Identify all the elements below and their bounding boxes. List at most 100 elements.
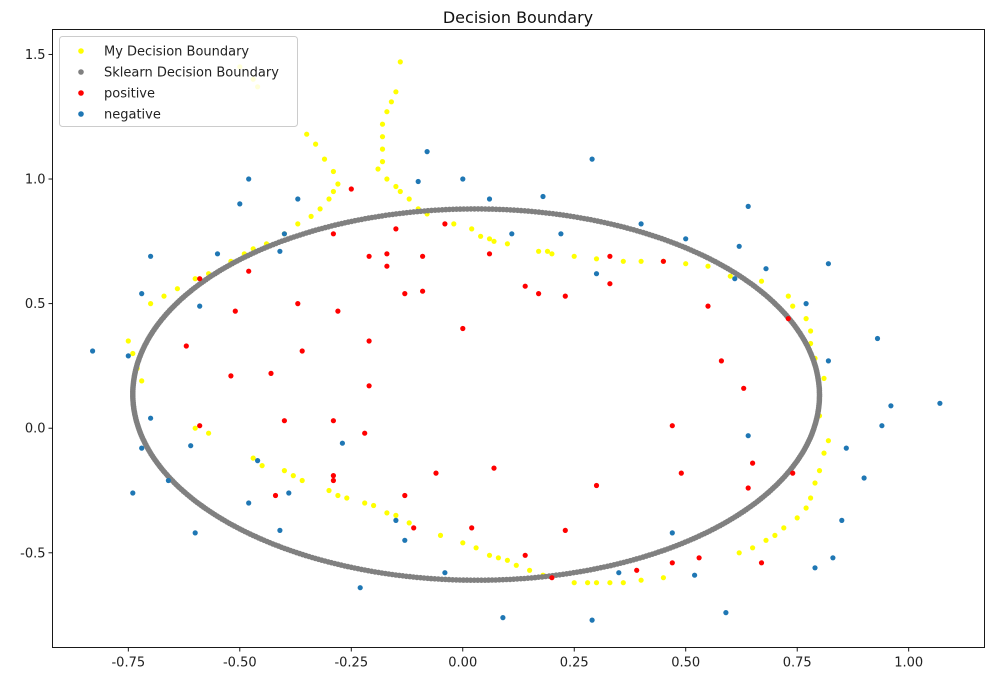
data-point [313,141,319,147]
data-point [344,495,350,501]
data-point [486,196,493,202]
data-point [607,253,613,259]
data-point [678,470,684,476]
data-point [317,206,323,212]
data-point [362,430,368,436]
data-point [384,510,390,516]
data-point [491,465,497,471]
data-point [491,238,497,244]
legend-box [59,36,298,127]
data-point [879,423,885,429]
y-tick-label: 1.5 [25,48,46,63]
data-point [504,557,510,563]
data-point [536,291,542,297]
data-point [228,373,234,379]
data-point [558,231,564,237]
data-point [281,418,287,424]
data-point [469,525,475,531]
data-point [246,500,252,506]
data-point [330,473,336,479]
data-point [607,580,613,586]
data-point [384,109,390,115]
data-point [723,610,729,616]
data-point [402,537,408,543]
data-point [272,492,279,499]
data-point [281,231,287,237]
data-point [379,121,386,127]
data-point [161,293,167,299]
data-point [727,273,733,279]
axes: -0.75 -0.50 -0.25 0.00 0.25 0.50 0.75 1.00 -0.5 0… [20,48,923,671]
data-point [669,423,675,429]
data-point [393,183,399,190]
data-point [816,468,823,474]
data-point [478,233,484,239]
data-point [536,248,542,254]
data-point [808,328,814,334]
data-point [812,565,818,571]
data-point [388,99,394,105]
data-point [839,517,845,524]
data-point [736,243,742,249]
data-point [937,400,943,406]
data-point [304,131,310,137]
data-point [736,550,742,556]
legend-marker [78,48,84,54]
data-point [393,89,399,95]
data-point [330,168,336,175]
data-point [509,231,515,237]
data-point [821,375,827,381]
data-point [571,580,577,586]
data-point [402,291,408,297]
data-point [638,258,644,264]
data-point [825,438,832,444]
data-point [843,445,849,451]
x-tick-label: -0.25 [334,656,368,671]
data-point [696,555,702,561]
data-point [197,276,203,282]
data-point [486,236,493,242]
data-point [803,301,809,307]
series-2 [183,186,796,581]
data-point [188,443,194,449]
data-point [424,149,430,155]
data-point [393,517,399,524]
data-point [522,552,528,558]
data-point [785,293,791,299]
y-tick-label: -0.5 [20,546,45,561]
data-point [384,176,390,182]
data-point [544,248,551,254]
data-point [660,258,667,264]
data-point [362,500,368,506]
data-point [442,570,448,576]
data-point [366,253,372,259]
data-point [669,530,675,536]
data-point [571,253,577,259]
data-point [397,188,403,195]
data-point [825,358,832,364]
data-point [683,236,689,242]
chart-title: Decision Boundary [443,8,593,27]
data-point [402,492,408,499]
data-point [397,59,403,65]
data-point [589,617,595,623]
data-point [669,560,675,566]
data-point [339,440,345,446]
x-tick-label: 0.75 [783,656,812,671]
data-point [415,178,421,185]
data-point [442,221,448,227]
x-tick-label: -0.50 [223,656,257,671]
legend-marker [78,69,84,75]
data-point [705,303,711,309]
data-point [495,555,501,561]
data-point [326,196,332,202]
data-point [406,520,412,526]
data-point [888,403,894,409]
data-point [803,505,809,511]
data-point [125,353,131,359]
data-point [130,350,136,357]
data-point [504,241,510,247]
data-point [763,266,769,272]
data-point [593,256,600,262]
